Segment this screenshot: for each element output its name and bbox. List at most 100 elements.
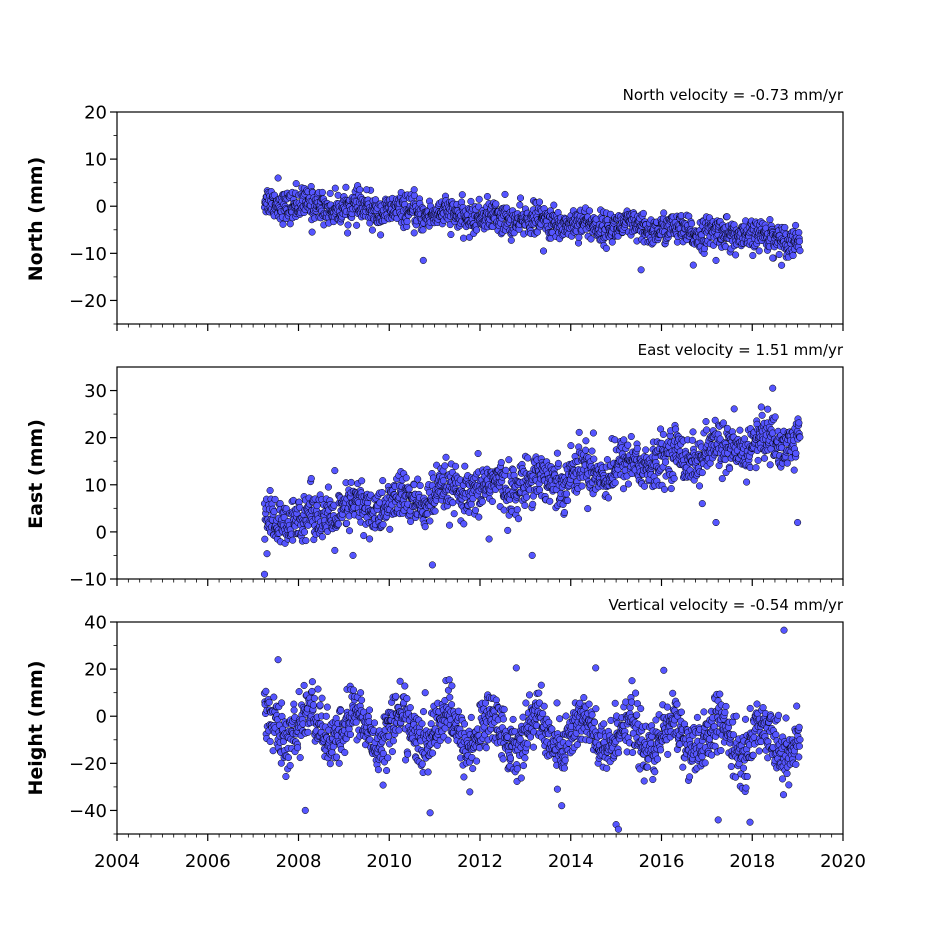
data-point	[663, 703, 671, 711]
data-point	[499, 715, 507, 723]
data-point	[344, 221, 352, 229]
data-point	[567, 442, 575, 450]
data-point	[564, 496, 572, 505]
data-point	[602, 244, 610, 252]
data-point	[318, 694, 326, 702]
data-point	[637, 705, 645, 713]
data-point	[406, 704, 414, 712]
data-point	[723, 213, 731, 221]
data-point	[667, 485, 675, 493]
data-point	[324, 483, 332, 491]
data-point	[622, 698, 630, 706]
data-point	[739, 764, 748, 772]
data-point	[459, 234, 468, 242]
data-point	[651, 768, 659, 776]
data-point	[629, 748, 637, 757]
data-point	[523, 493, 531, 501]
data-point	[716, 690, 724, 698]
data-point	[300, 681, 308, 689]
data-point	[759, 704, 767, 712]
data-point	[778, 261, 786, 269]
data-point	[444, 736, 452, 744]
data-point	[301, 806, 309, 814]
data-point	[721, 456, 729, 464]
data-point	[592, 705, 600, 713]
data-point	[535, 198, 544, 206]
data-point	[346, 730, 355, 739]
data-point	[426, 517, 434, 525]
data-point	[513, 765, 521, 773]
data-point	[449, 499, 457, 507]
data-point	[514, 515, 523, 523]
data-point	[439, 477, 447, 485]
data-point	[442, 453, 450, 461]
data-point	[418, 760, 426, 768]
data-point	[516, 201, 524, 209]
data-point	[582, 437, 590, 445]
data-point	[474, 449, 482, 458]
data-point	[587, 235, 595, 243]
data-point	[410, 186, 418, 194]
data-point	[640, 777, 648, 785]
data-point	[448, 701, 456, 709]
data-point	[719, 419, 727, 427]
data-point	[578, 482, 586, 490]
data-point	[308, 687, 316, 695]
data-point	[712, 256, 720, 264]
data-point	[402, 474, 410, 482]
data-point	[370, 719, 379, 727]
data-point	[308, 678, 316, 686]
data-point	[702, 418, 710, 426]
data-point	[389, 737, 397, 745]
data-point	[386, 525, 394, 533]
y-tick-label: −10	[69, 570, 107, 591]
data-point	[590, 718, 599, 726]
data-point	[600, 720, 608, 728]
data-point	[504, 526, 512, 534]
north-data-points	[260, 174, 804, 274]
data-point	[460, 773, 468, 781]
data-point	[421, 523, 429, 531]
data-point	[506, 754, 515, 762]
data-point	[677, 708, 685, 716]
data-point	[614, 825, 622, 833]
data-point	[795, 723, 803, 731]
data-point	[575, 428, 583, 436]
x-tick-label: 2010	[366, 851, 412, 872]
data-point	[529, 743, 538, 751]
data-point	[700, 708, 708, 716]
data-point	[771, 413, 779, 421]
data-point	[774, 711, 783, 719]
data-point	[793, 702, 801, 710]
data-point	[519, 762, 528, 770]
data-point	[290, 700, 298, 708]
data-point	[419, 226, 427, 234]
data-point	[603, 764, 611, 772]
y-tick-label: −20	[69, 291, 107, 312]
data-point	[689, 261, 697, 269]
data-point	[561, 756, 569, 764]
data-point	[482, 744, 490, 752]
data-point	[266, 737, 274, 746]
data-point	[753, 700, 761, 708]
data-point	[766, 216, 774, 224]
data-point	[749, 251, 757, 260]
data-point	[546, 497, 554, 505]
data-point	[466, 788, 474, 796]
data-point	[517, 774, 525, 782]
y-tick-label: 0	[96, 707, 107, 728]
data-point	[575, 233, 583, 241]
data-point	[778, 775, 787, 783]
data-point	[755, 247, 763, 255]
vertical-velocity-title: Vertical velocity = -0.54 mm/yr	[608, 596, 843, 614]
data-point	[558, 802, 566, 810]
data-point	[746, 818, 754, 826]
data-point	[560, 508, 569, 517]
y-tick-label: 10	[84, 150, 107, 171]
data-point	[721, 708, 729, 717]
data-point	[314, 685, 322, 693]
data-point	[300, 528, 309, 536]
data-point	[722, 702, 730, 710]
data-point	[353, 221, 361, 229]
